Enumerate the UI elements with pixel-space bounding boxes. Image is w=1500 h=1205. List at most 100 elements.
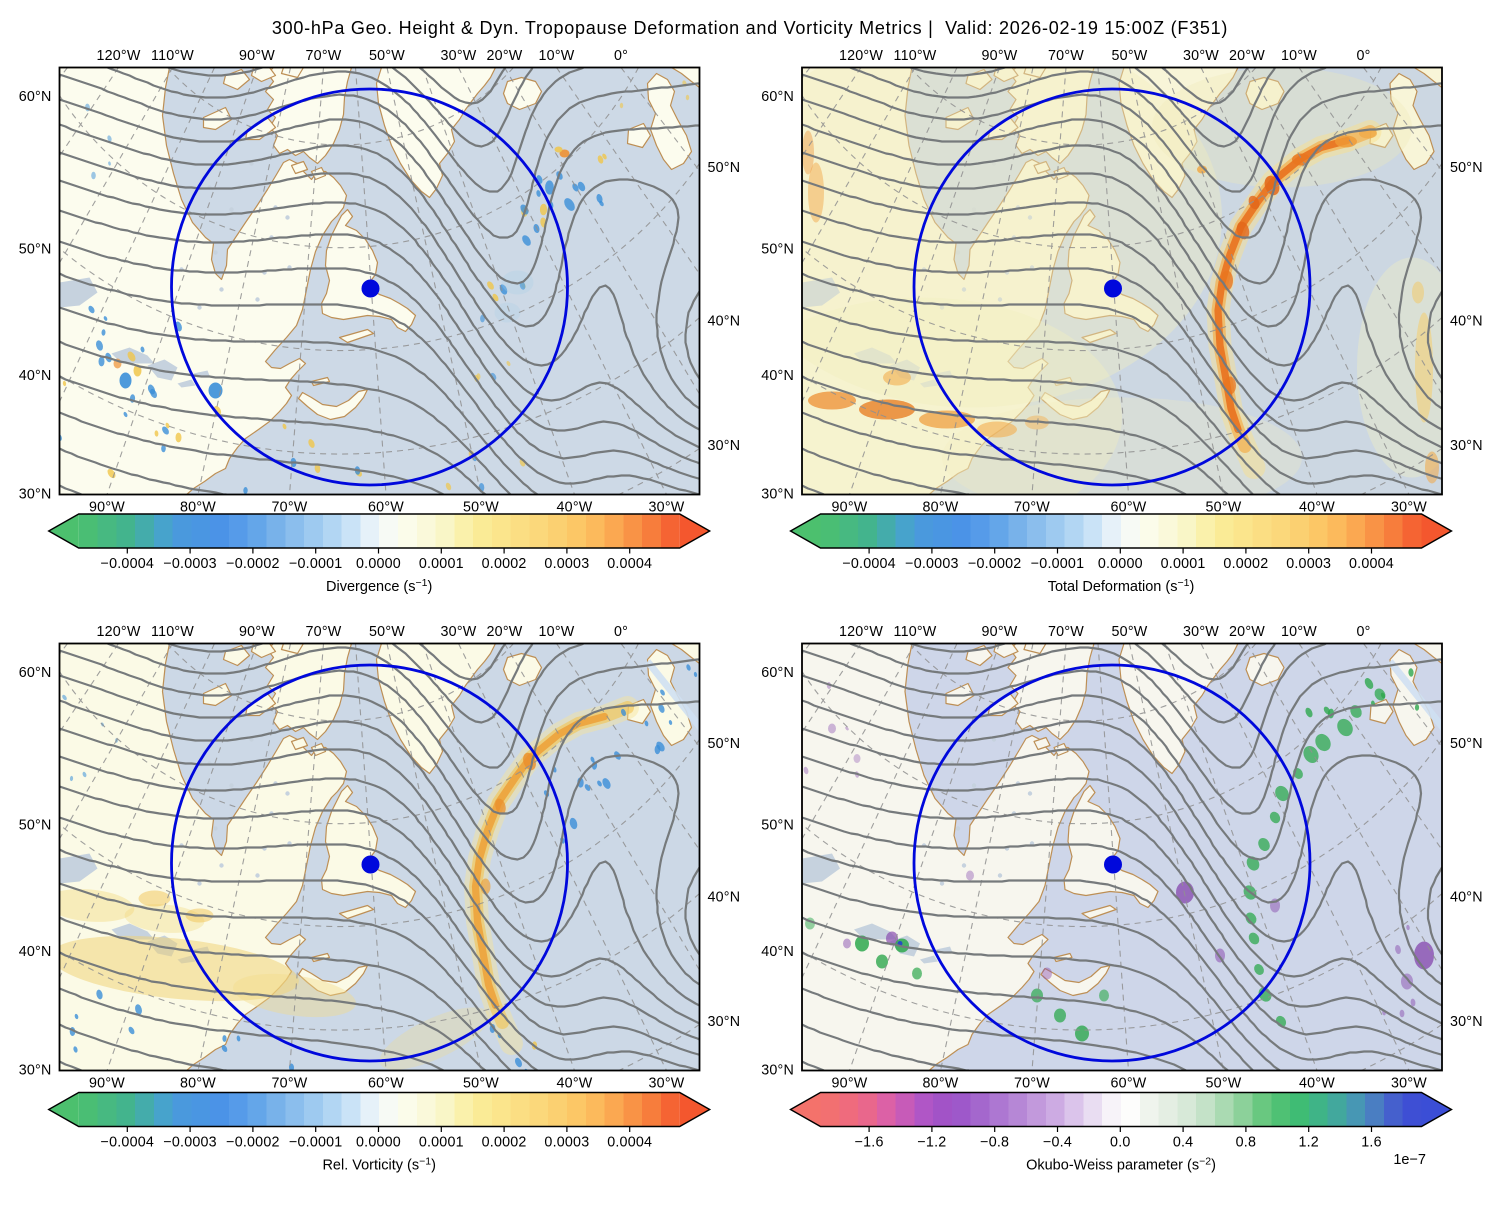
svg-text:−0.0003: −0.0003 [163, 556, 216, 572]
svg-text:60°N: 60°N [761, 665, 794, 681]
svg-text:40°N: 40°N [1450, 890, 1483, 906]
svg-text:Rel. Vorticity (s−1): Rel. Vorticity (s−1) [322, 1156, 436, 1174]
svg-text:0.0000: 0.0000 [1098, 556, 1143, 572]
svg-text:0.0001: 0.0001 [419, 1135, 464, 1151]
svg-text:50°N: 50°N [19, 242, 52, 258]
svg-text:30°N: 30°N [19, 487, 52, 503]
svg-text:0°: 0° [614, 624, 628, 640]
svg-text:110°W: 110°W [893, 624, 936, 640]
svg-text:0.0: 0.0 [1110, 1135, 1130, 1151]
svg-text:110°W: 110°W [151, 48, 194, 64]
svg-text:20°W: 20°W [487, 48, 523, 64]
svg-text:−0.0001: −0.0001 [289, 1135, 342, 1151]
svg-text:50°W: 50°W [369, 48, 405, 64]
svg-text:60°N: 60°N [19, 665, 52, 681]
svg-text:30°W: 30°W [1391, 1076, 1427, 1092]
svg-text:50°W: 50°W [463, 500, 499, 516]
svg-text:60°N: 60°N [761, 89, 794, 105]
svg-text:50°N: 50°N [761, 242, 794, 258]
svg-text:40°N: 40°N [19, 368, 52, 384]
svg-text:1.6: 1.6 [1361, 1135, 1381, 1151]
svg-text:90°W: 90°W [89, 500, 125, 516]
svg-text:Divergence (s−1): Divergence (s−1) [326, 577, 432, 595]
svg-text:30°W: 30°W [649, 500, 685, 516]
svg-text:40°W: 40°W [1299, 1076, 1335, 1092]
svg-text:30°N: 30°N [708, 438, 741, 454]
svg-text:−0.0003: −0.0003 [163, 1135, 216, 1151]
svg-text:40°W: 40°W [557, 500, 593, 516]
svg-text:10°W: 10°W [539, 48, 575, 64]
svg-text:0.0002: 0.0002 [1223, 556, 1268, 572]
svg-text:0.0003: 0.0003 [1286, 556, 1331, 572]
svg-text:70°W: 70°W [272, 1076, 308, 1092]
svg-text:50°N: 50°N [708, 736, 741, 752]
svg-text:0.0000: 0.0000 [356, 1135, 401, 1151]
svg-text:40°W: 40°W [557, 1076, 593, 1092]
svg-text:40°N: 40°N [1450, 314, 1483, 330]
svg-text:0.0004: 0.0004 [607, 556, 652, 572]
svg-text:40°N: 40°N [761, 368, 794, 384]
svg-text:Total Deformation (s−1): Total Deformation (s−1) [1048, 577, 1195, 595]
svg-text:80°W: 80°W [923, 500, 959, 516]
svg-text:70°W: 70°W [1014, 1076, 1050, 1092]
svg-text:80°W: 80°W [180, 500, 216, 516]
svg-text:10°W: 10°W [1281, 624, 1317, 640]
svg-text:30°N: 30°N [761, 1063, 794, 1079]
svg-text:90°W: 90°W [89, 1076, 125, 1092]
svg-text:90°W: 90°W [832, 500, 868, 516]
svg-text:40°N: 40°N [761, 944, 794, 960]
svg-text:−0.0002: −0.0002 [226, 1135, 279, 1151]
svg-text:90°W: 90°W [982, 48, 1018, 64]
svg-text:300-hPa Geo. Height & Dyn. Tro: 300-hPa Geo. Height & Dyn. Tropopause De… [272, 18, 1228, 38]
svg-text:50°N: 50°N [1450, 160, 1483, 176]
svg-text:20°W: 20°W [1229, 48, 1265, 64]
svg-text:80°W: 80°W [923, 1076, 959, 1092]
svg-text:20°W: 20°W [1229, 624, 1265, 640]
svg-text:50°N: 50°N [761, 818, 794, 834]
svg-text:40°N: 40°N [708, 890, 741, 906]
svg-text:30°W: 30°W [441, 624, 477, 640]
svg-text:−1.6: −1.6 [855, 1135, 884, 1151]
svg-text:1.2: 1.2 [1298, 1135, 1318, 1151]
svg-text:20°W: 20°W [487, 624, 523, 640]
svg-text:−0.0003: −0.0003 [905, 556, 958, 572]
svg-text:−0.0004: −0.0004 [101, 556, 154, 572]
svg-text:50°N: 50°N [19, 818, 52, 834]
svg-text:0.0002: 0.0002 [482, 1135, 527, 1151]
svg-text:−0.0004: −0.0004 [842, 556, 895, 572]
svg-text:50°N: 50°N [708, 160, 741, 176]
svg-text:30°N: 30°N [761, 487, 794, 503]
svg-text:50°W: 50°W [1206, 1076, 1242, 1092]
svg-text:30°W: 30°W [649, 1076, 685, 1092]
svg-text:70°W: 70°W [1048, 624, 1084, 640]
svg-text:50°W: 50°W [369, 624, 405, 640]
svg-text:70°W: 70°W [1014, 500, 1050, 516]
svg-text:70°W: 70°W [306, 624, 342, 640]
svg-text:60°N: 60°N [19, 89, 52, 105]
svg-text:−0.0004: −0.0004 [101, 1135, 154, 1151]
svg-text:120°W: 120°W [96, 624, 140, 640]
svg-text:−0.4: −0.4 [1043, 1135, 1072, 1151]
svg-text:40°N: 40°N [708, 314, 741, 330]
svg-text:30°W: 30°W [441, 48, 477, 64]
svg-text:30°N: 30°N [708, 1014, 741, 1030]
svg-text:0.0000: 0.0000 [356, 556, 401, 572]
svg-text:30°W: 30°W [1391, 500, 1427, 516]
svg-text:0°: 0° [1356, 48, 1370, 64]
svg-text:90°W: 90°W [239, 48, 275, 64]
svg-text:−0.0001: −0.0001 [1031, 556, 1084, 572]
svg-text:70°W: 70°W [306, 48, 342, 64]
svg-text:1e−7: 1e−7 [1393, 1152, 1426, 1168]
svg-text:0.0003: 0.0003 [544, 1135, 589, 1151]
svg-text:30°W: 30°W [1183, 48, 1219, 64]
svg-text:30°N: 30°N [19, 1063, 52, 1079]
svg-text:50°N: 50°N [1450, 736, 1483, 752]
svg-text:0.0001: 0.0001 [1161, 556, 1206, 572]
svg-text:120°W: 120°W [96, 48, 140, 64]
svg-text:60°W: 60°W [368, 1076, 404, 1092]
svg-text:30°N: 30°N [1450, 438, 1483, 454]
svg-text:120°W: 120°W [839, 48, 883, 64]
svg-text:110°W: 110°W [151, 624, 194, 640]
svg-text:110°W: 110°W [893, 48, 936, 64]
svg-text:−0.0001: −0.0001 [289, 556, 342, 572]
